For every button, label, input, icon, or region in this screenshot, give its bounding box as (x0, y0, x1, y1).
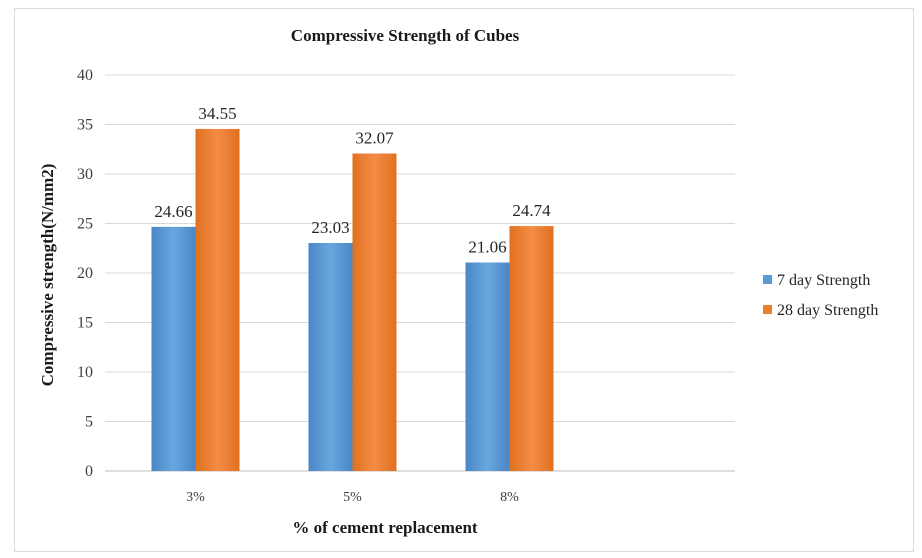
x-category-label: 5% (343, 490, 362, 505)
x-axis-title: % of cement replacement (292, 518, 478, 537)
y-tick-label: 35 (77, 117, 93, 134)
chart-title: Compressive Strength of Cubes (291, 26, 520, 45)
legend-label: 28 day Strength (777, 302, 878, 319)
x-category-label: 3% (186, 490, 205, 505)
y-tick-label: 5 (85, 414, 93, 431)
data-label: 34.55 (198, 104, 236, 123)
y-tick-label: 30 (77, 166, 93, 183)
y-tick-label: 20 (77, 265, 93, 282)
data-label: 32.07 (355, 129, 394, 148)
legend: 7 day Strength 28 day Strength (763, 272, 878, 319)
bars (151, 128, 554, 471)
data-label: 21.06 (468, 238, 506, 257)
legend-swatch (763, 305, 772, 314)
bar-28-day-5pct (352, 153, 397, 471)
bar-28-day-3pct (195, 128, 240, 471)
legend-label: 7 day Strength (777, 272, 870, 289)
data-label: 23.03 (311, 218, 349, 237)
chart-frame: Compressive Strength of Cubes 0 5 10 15 20 25… (14, 8, 914, 552)
x-category-label: 8% (500, 490, 519, 505)
data-labels: 24.66 34.55 23.03 32.07 21.06 24.74 (154, 104, 551, 257)
legend-swatch (763, 275, 772, 284)
y-axis-title: Compressive strength(N/mm2) (38, 164, 57, 387)
bar-7-day-3pct (151, 226, 196, 471)
y-tick-label: 15 (77, 315, 93, 332)
y-axis-ticks: 0 5 10 15 20 25 30 35 40 (77, 67, 93, 480)
y-tick-label: 40 (77, 67, 93, 84)
bar-28-day-8pct (509, 226, 554, 471)
bar-7-day-8pct (465, 262, 510, 471)
bar-7-day-5pct (308, 243, 353, 471)
y-tick-label: 25 (77, 216, 93, 233)
data-label: 24.66 (154, 202, 192, 221)
y-tick-label: 10 (77, 364, 93, 381)
y-tick-label: 0 (85, 463, 93, 480)
data-label: 24.74 (512, 201, 551, 220)
x-axis-categories: 3% 5% 8% (186, 490, 519, 505)
bar-chart: Compressive Strength of Cubes 0 5 10 15 20 25… (38, 26, 878, 537)
